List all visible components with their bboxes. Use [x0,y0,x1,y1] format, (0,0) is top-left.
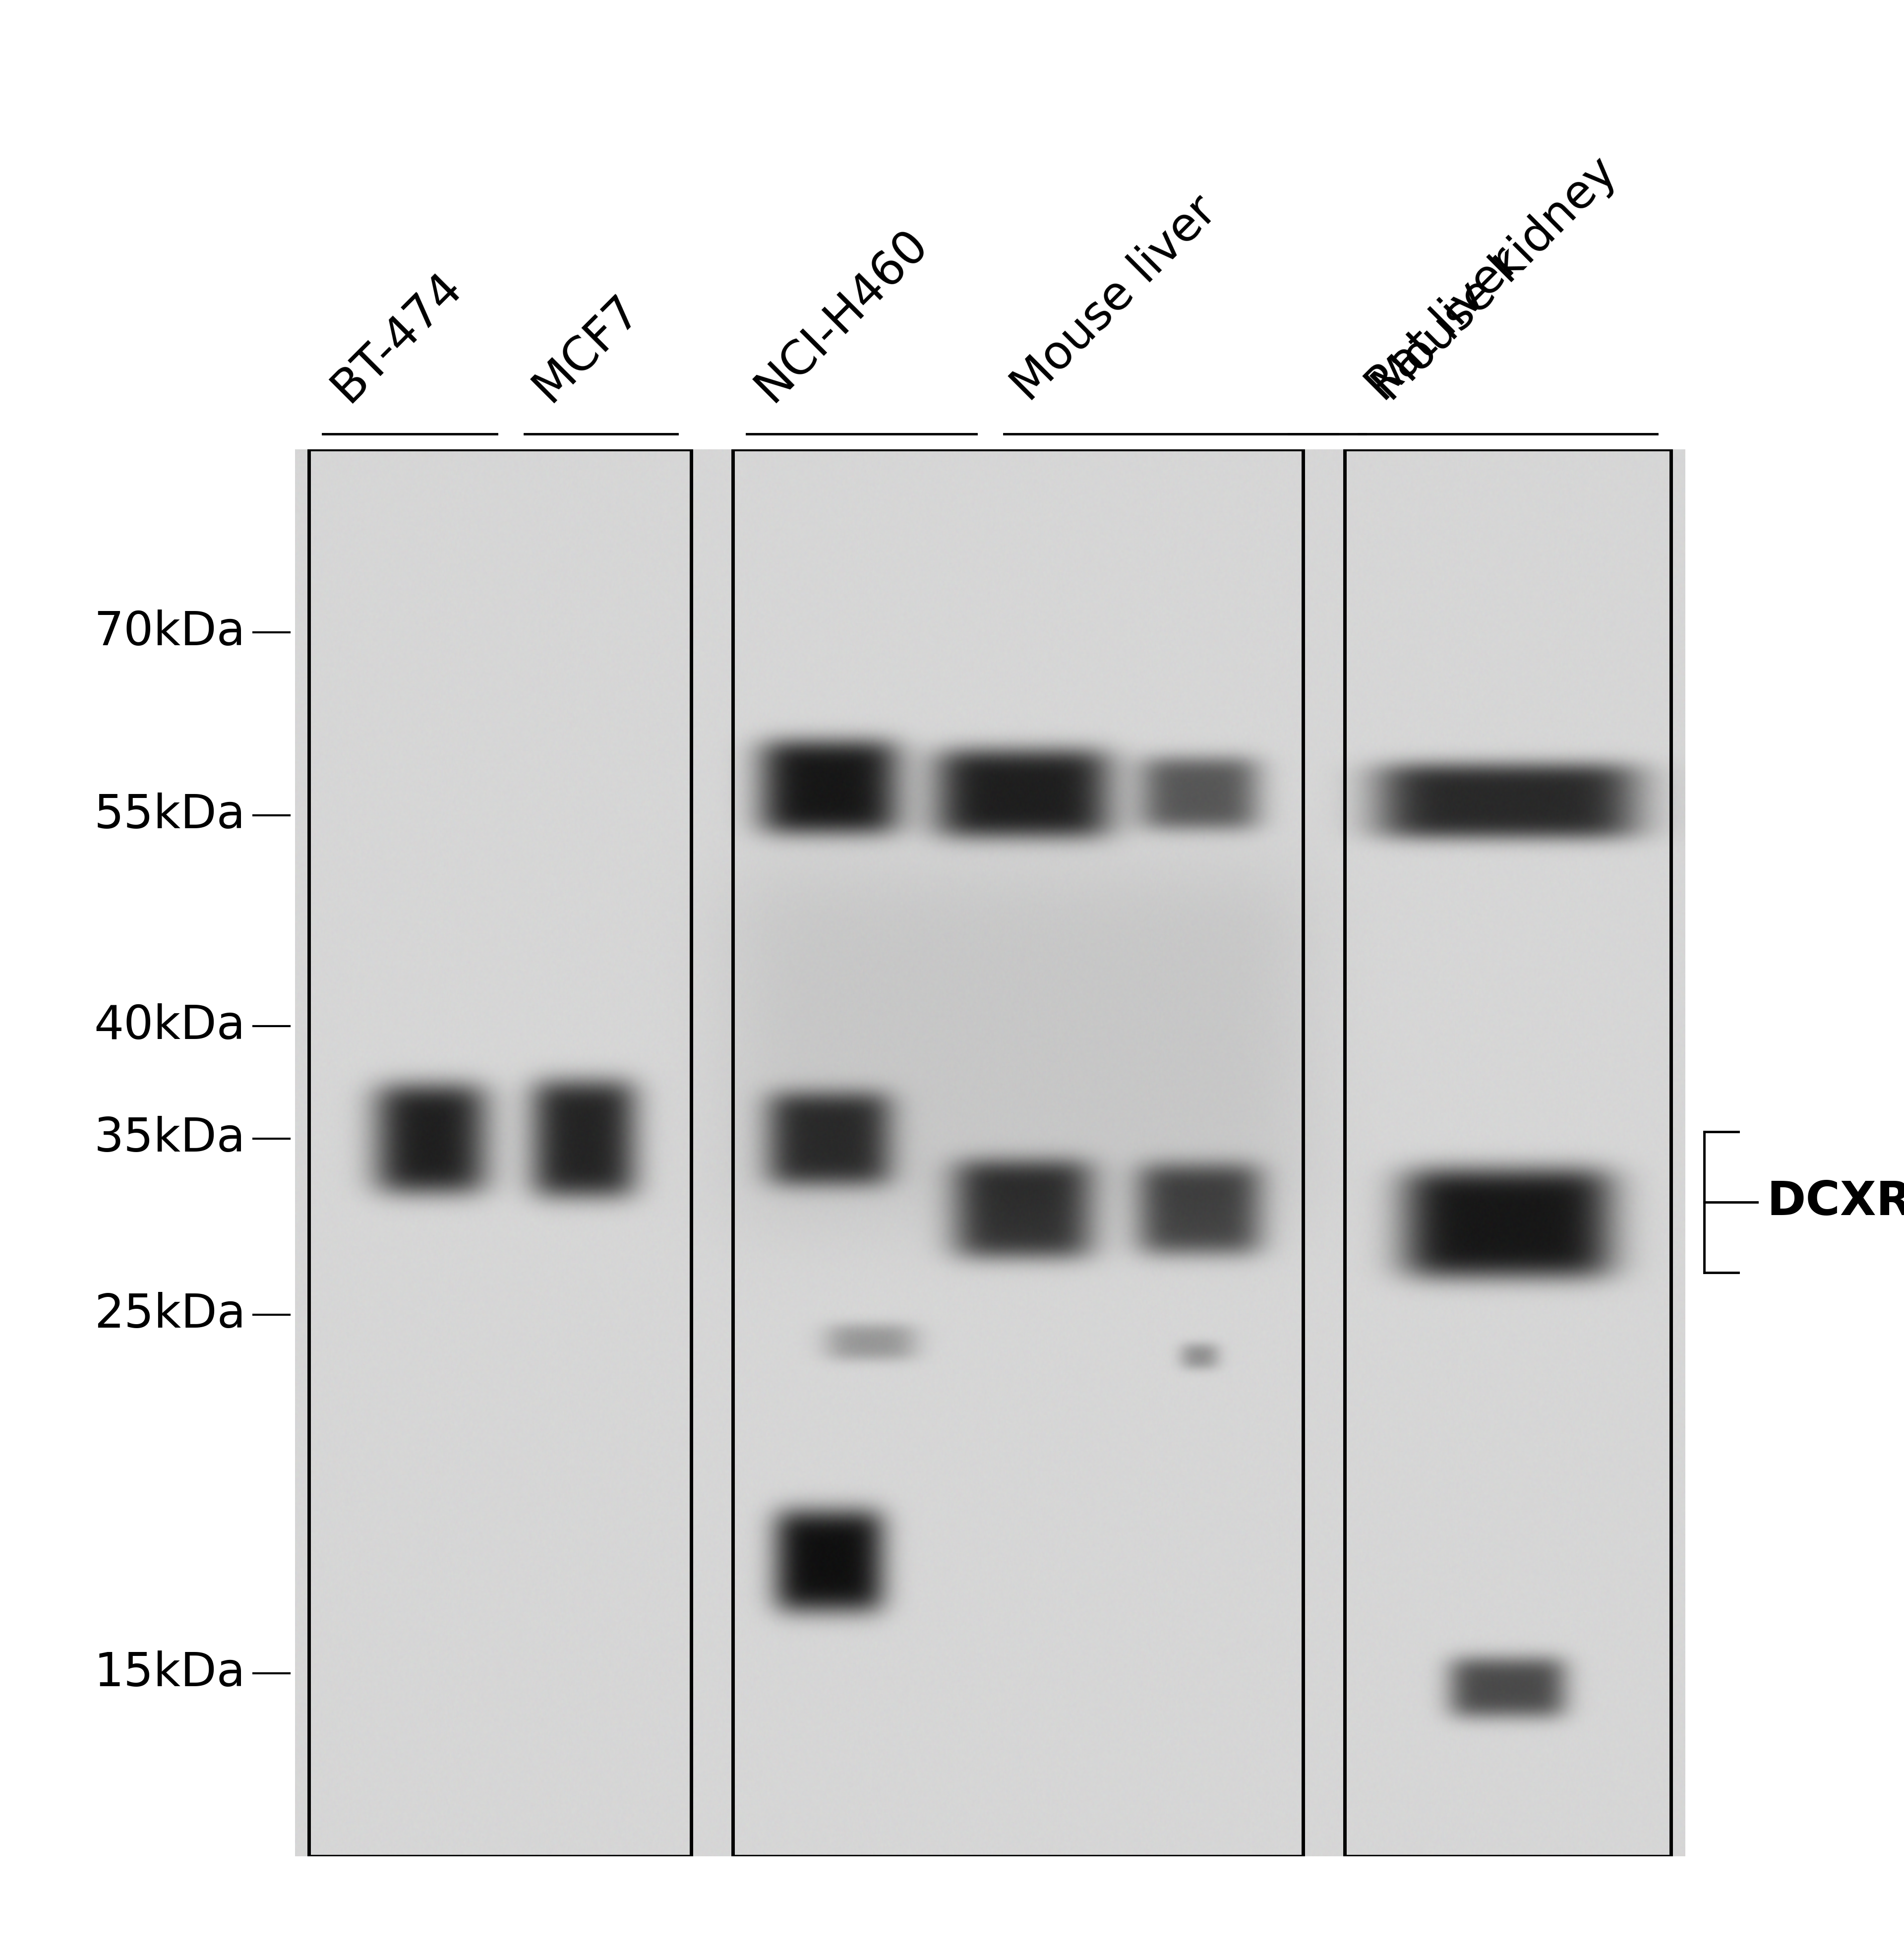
Text: Rat liver: Rat liver [1358,240,1529,410]
Text: Mouse liver: Mouse liver [1003,188,1226,410]
Bar [733,449,1302,1856]
Text: Mouse kidney: Mouse kidney [1365,150,1626,410]
Text: 35kDa: 35kDa [93,1116,246,1161]
Text: BT-474: BT-474 [324,264,470,410]
Text: 55kDa: 55kDa [93,793,246,838]
Bar [1344,449,1672,1856]
Text: DCXR: DCXR [1767,1180,1904,1225]
Text: 40kDa: 40kDa [93,1004,246,1049]
Text: MCF7: MCF7 [524,287,649,410]
Bar [308,449,691,1856]
Text: 70kDa: 70kDa [93,610,246,655]
Text: NCI-H460: NCI-H460 [746,221,937,410]
Text: 15kDa: 15kDa [93,1651,246,1696]
Text: 25kDa: 25kDa [93,1292,246,1337]
